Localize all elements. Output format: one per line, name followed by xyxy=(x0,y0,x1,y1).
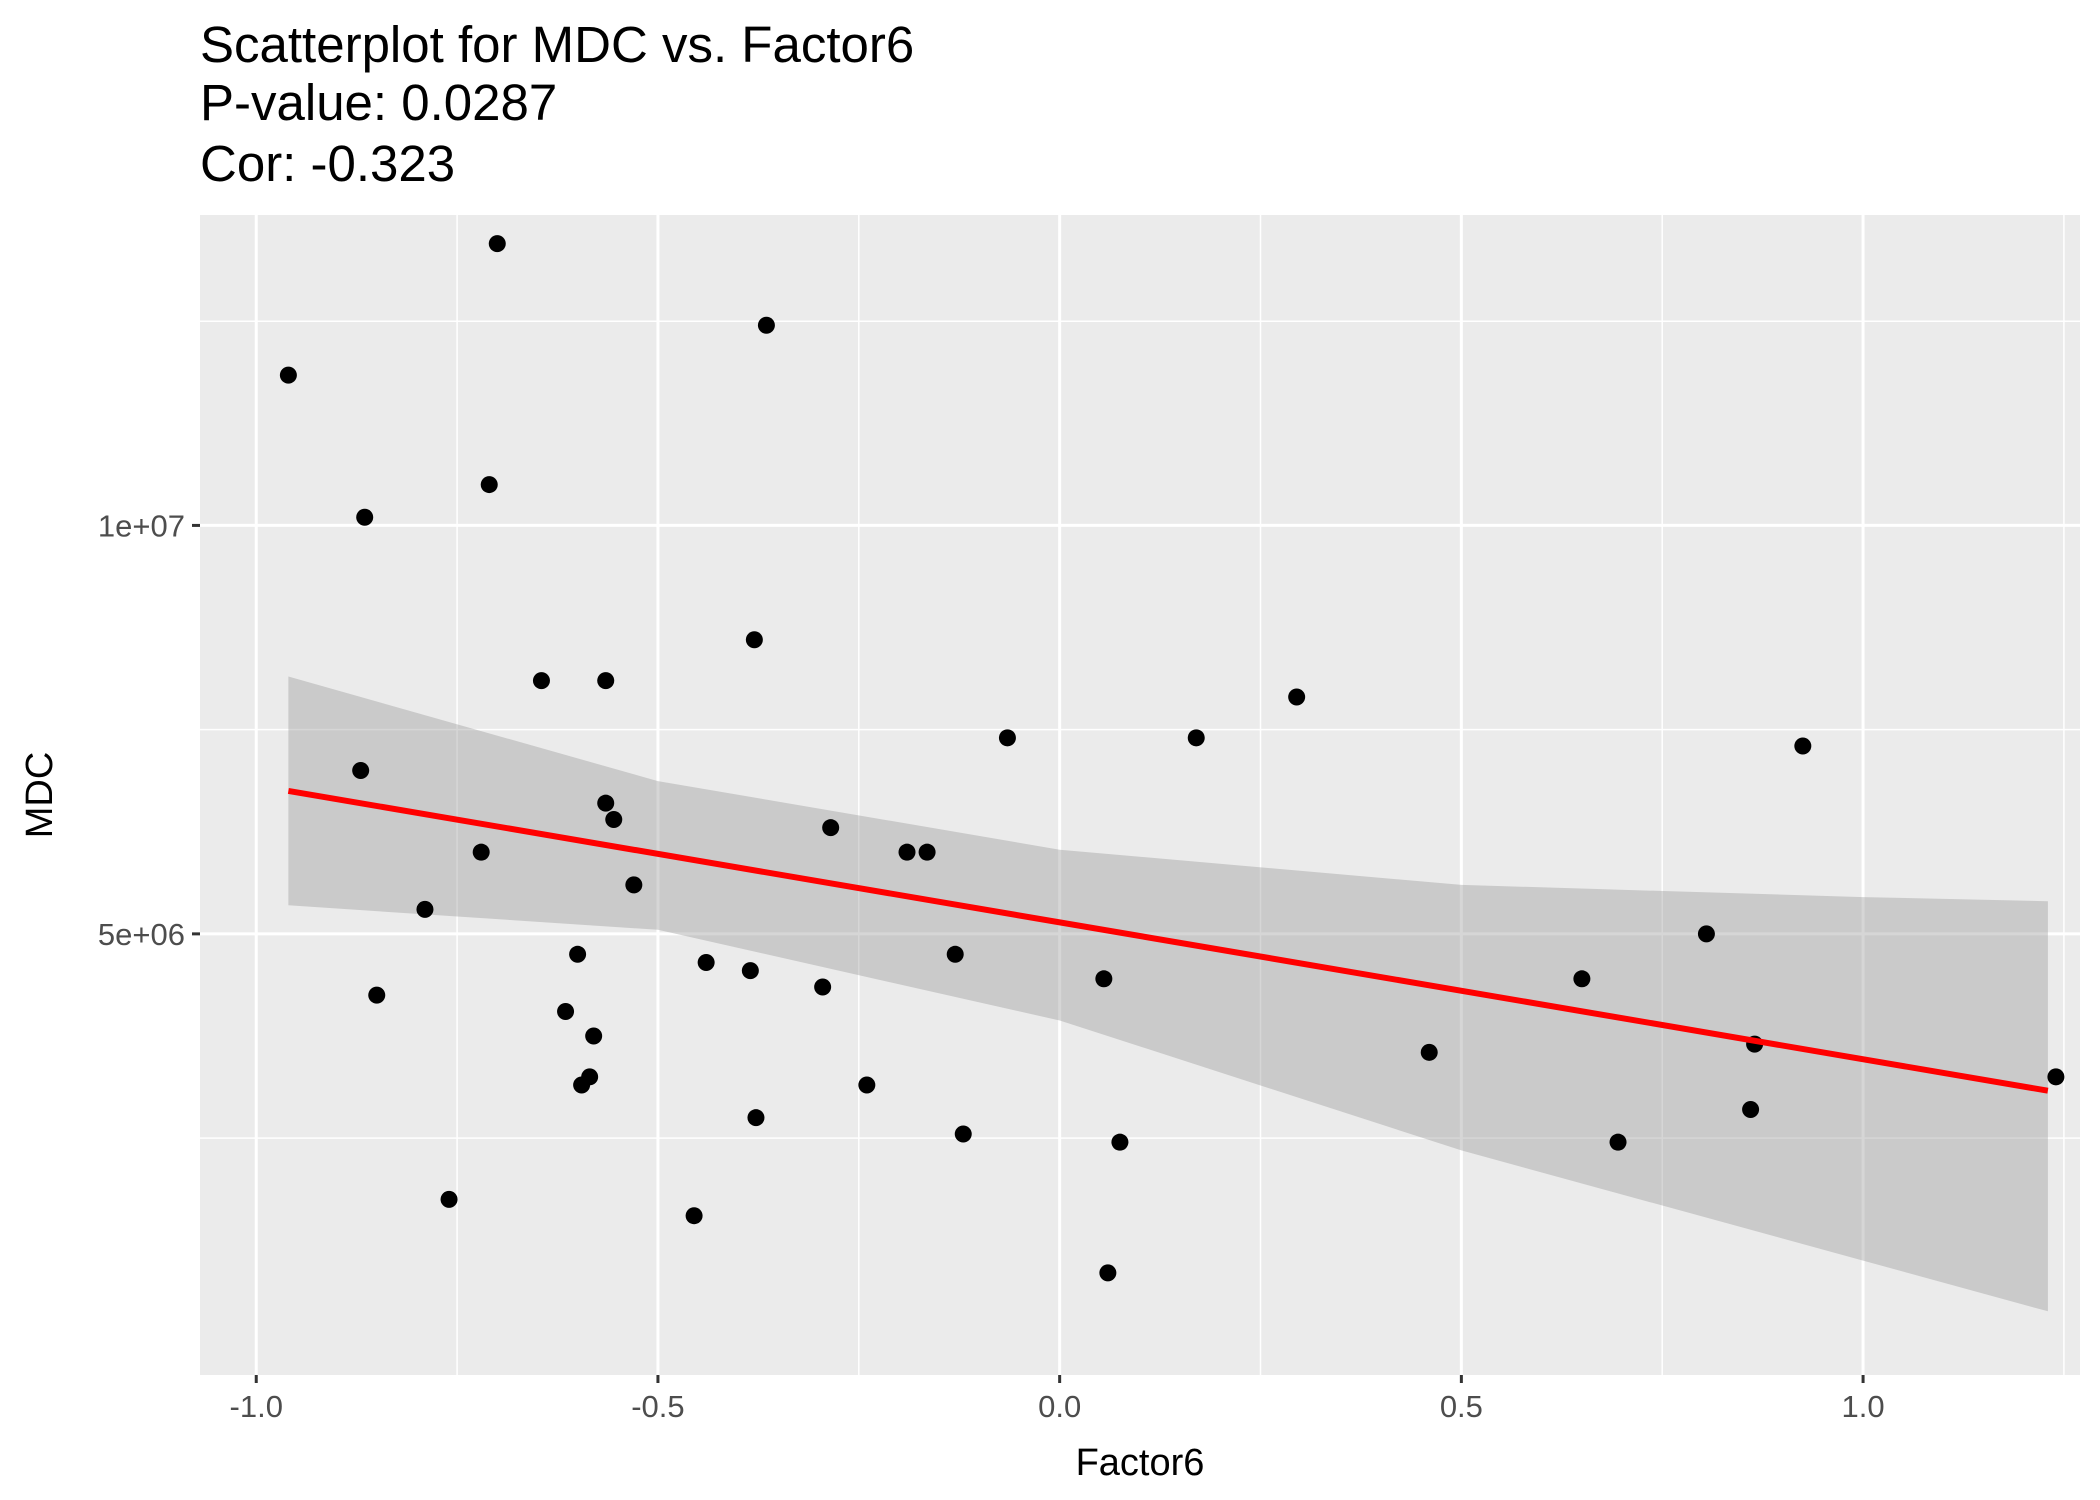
data-point xyxy=(569,945,587,963)
data-point xyxy=(605,811,623,829)
x-tick-label: -0.5 xyxy=(631,1389,684,1424)
data-point xyxy=(1609,1133,1627,1151)
x-tick-label: -1.0 xyxy=(230,1389,283,1424)
y-tick-label: 1e+07 xyxy=(98,508,185,543)
data-point xyxy=(597,672,615,690)
x-tick-label: 0.5 xyxy=(1440,1389,1483,1424)
data-point xyxy=(954,1125,972,1143)
data-point xyxy=(2047,1068,2065,1086)
data-point xyxy=(585,1027,603,1045)
y-tick-label: 5e+06 xyxy=(98,917,185,952)
data-point xyxy=(1288,688,1306,706)
plot-panel xyxy=(200,215,2080,1375)
data-point xyxy=(1099,1264,1117,1282)
data-point xyxy=(946,945,964,963)
title-line-3: Cor: -0.323 xyxy=(200,135,455,192)
title-line-1: Scatterplot for MDC vs. Factor6 xyxy=(200,16,914,73)
data-point xyxy=(1111,1133,1129,1151)
x-axis-title: Factor6 xyxy=(1076,1442,1205,1484)
regression-line xyxy=(287,787,2049,1094)
data-point xyxy=(918,843,936,861)
data-point xyxy=(1697,925,1715,943)
data-point xyxy=(440,1190,458,1208)
data-point xyxy=(368,986,386,1004)
data-point xyxy=(757,316,775,334)
data-point xyxy=(1420,1043,1438,1061)
data-point xyxy=(822,819,840,837)
data-point xyxy=(741,962,759,980)
y-axis-title: MDC xyxy=(19,752,61,839)
data-point xyxy=(597,794,615,812)
data-point xyxy=(1573,970,1591,988)
data-point xyxy=(279,366,297,384)
data-point xyxy=(480,476,498,494)
confidence-band xyxy=(288,676,2048,1312)
data-point xyxy=(1794,737,1812,755)
data-point xyxy=(858,1076,876,1094)
y-axis: 5e+06 1e+07 xyxy=(98,508,200,952)
data-point xyxy=(697,953,715,971)
data-point xyxy=(747,1109,765,1127)
data-point xyxy=(685,1207,703,1225)
data-point xyxy=(745,631,763,649)
data-point xyxy=(814,978,832,996)
data-point xyxy=(898,843,916,861)
data-point xyxy=(1095,970,1113,988)
data-point xyxy=(1742,1101,1760,1119)
chart-title: Scatterplot for MDC vs. Factor6 P-value:… xyxy=(200,16,914,192)
data-point xyxy=(488,235,506,253)
data-point xyxy=(472,843,490,861)
data-point xyxy=(557,1002,575,1020)
minor-gridlines xyxy=(200,215,2080,1375)
data-point xyxy=(998,729,1016,747)
data-point xyxy=(581,1068,599,1086)
title-line-2: P-value: 0.0287 xyxy=(200,74,557,131)
x-axis: -1.0 -0.5 0.0 0.5 1.0 xyxy=(230,1375,1885,1424)
data-point xyxy=(416,900,434,918)
data-point xyxy=(625,876,643,894)
data-point xyxy=(1187,729,1205,747)
x-tick-label: 1.0 xyxy=(1842,1389,1885,1424)
data-point xyxy=(532,672,550,690)
x-tick-label: 0.0 xyxy=(1038,1389,1081,1424)
data-point xyxy=(352,761,370,779)
data-point xyxy=(356,508,374,526)
